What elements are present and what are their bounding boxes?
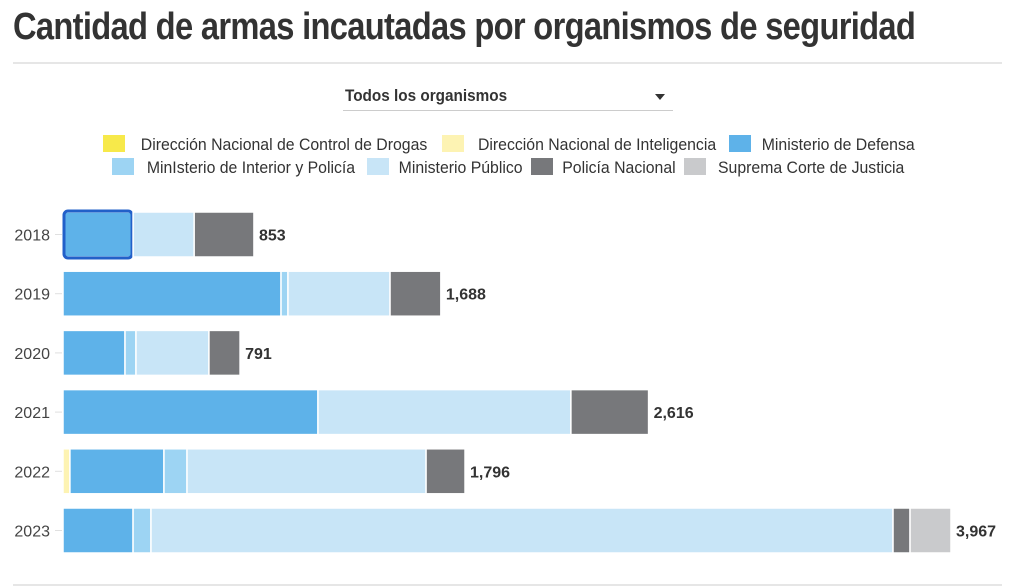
legend-swatch [103, 135, 126, 152]
bar-total-label: 791 [245, 346, 272, 363]
bar-segment[interactable] [909, 507, 952, 554]
legend-swatch [531, 158, 554, 175]
bar-total-label: 1,688 [446, 287, 486, 304]
bar-segment[interactable] [62, 388, 319, 436]
legend-swatch [729, 135, 752, 152]
legend-swatch [112, 158, 135, 175]
bar-segment[interactable] [208, 329, 241, 377]
y-axis-label: 2021 [14, 405, 50, 422]
legend-item[interactable]: Dirección Nacional de Inteligencia [442, 135, 725, 155]
bar-segment[interactable] [62, 270, 282, 317]
caret-down-icon [655, 94, 665, 100]
legend-label: Dirección Nacional de Inteligencia [478, 135, 717, 154]
chart-title: Cantidad de armas incautadas por organis… [13, 6, 916, 48]
y-axis-label: 2023 [14, 524, 50, 541]
legend: Dirección Nacional de Control de Drogas D… [0, 135, 1024, 181]
bar-segment[interactable] [280, 270, 289, 317]
bar-segment[interactable] [425, 448, 466, 495]
legend-item[interactable]: Dirección Nacional de Control de Drogas [103, 135, 438, 155]
y-axis-label: 2019 [14, 287, 50, 304]
legend-label: Suprema Corte de Justicia [718, 158, 905, 177]
bar-segment[interactable] [62, 448, 71, 495]
legend-label: Dirección Nacional de Control de Drogas [141, 135, 428, 154]
legend-item[interactable]: Ministerio de Defensa [729, 135, 920, 155]
bar-segment[interactable] [892, 507, 911, 554]
bottom-divider [13, 584, 1002, 586]
legend-label: Ministerio de Defensa [762, 135, 916, 154]
title-divider [13, 62, 1002, 64]
bar-segment[interactable] [186, 448, 427, 495]
bar-total-label: 853 [259, 228, 286, 245]
bar-total-label: 2,616 [654, 405, 694, 422]
legend-label: MinIsterio de Interior y Policía [147, 158, 356, 177]
bar-total-label: 1,796 [470, 464, 510, 481]
organism-filter-dropdown[interactable]: Todos los organismos [343, 82, 673, 111]
bar-segment[interactable] [193, 211, 255, 258]
legend-item[interactable]: Suprema Corte de Justicia [684, 158, 911, 178]
bar-segment[interactable] [62, 211, 134, 258]
legend-item[interactable]: Ministerio Público [367, 158, 527, 178]
y-axis-label: 2018 [14, 228, 50, 245]
legend-label: Ministerio Público [398, 158, 523, 177]
legend-item[interactable]: Policía Nacional [531, 158, 680, 178]
legend-swatch [442, 135, 465, 152]
bar-segment[interactable] [135, 329, 210, 377]
bar-segment[interactable] [132, 507, 152, 554]
legend-item[interactable]: MinIsterio de Interior y Policía [112, 158, 363, 178]
bar-segment[interactable] [163, 448, 188, 495]
bar-segment[interactable] [317, 388, 572, 436]
bar-segment[interactable] [150, 507, 894, 554]
legend-label: Policía Nacional [562, 158, 677, 177]
bar-segment[interactable] [62, 329, 126, 377]
legend-swatch [684, 158, 707, 175]
bar-total-label: 3,967 [956, 524, 996, 541]
bar-segment[interactable] [287, 270, 391, 317]
bar-segment[interactable] [389, 270, 442, 317]
bar-segment-highlight [62, 209, 134, 260]
bar-segment[interactable] [124, 329, 137, 377]
bar-segment[interactable] [132, 211, 195, 258]
bar-segment[interactable] [570, 388, 650, 436]
bar-segment[interactable] [69, 448, 165, 495]
dropdown-selected-value: Todos los organismos [345, 86, 508, 105]
bar-segment[interactable] [62, 507, 134, 554]
y-axis-label: 2022 [14, 464, 50, 481]
y-axis-label: 2020 [14, 346, 50, 363]
legend-swatch [367, 158, 390, 175]
